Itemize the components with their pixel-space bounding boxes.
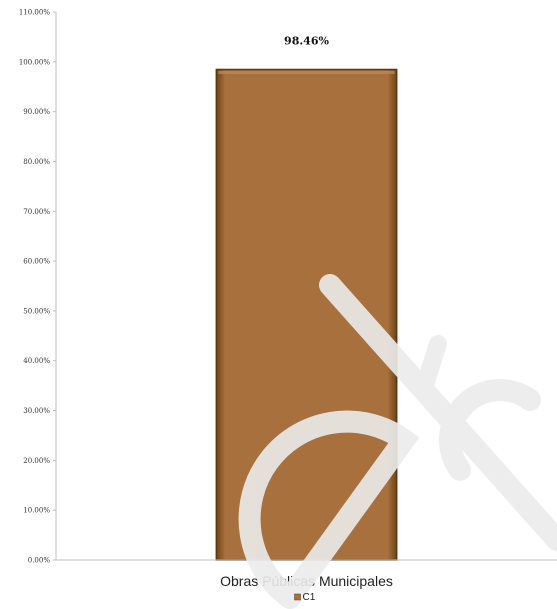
y-tick-label: 90.00%	[23, 108, 50, 116]
y-tick-label: 10.00%	[23, 507, 50, 515]
watermark	[238, 274, 557, 609]
y-tick-label: 100.00%	[19, 58, 50, 66]
y-tick-label: 60.00%	[23, 258, 50, 266]
y-tick-label: 40.00%	[23, 357, 50, 365]
y-tick-label: 80.00%	[23, 158, 50, 166]
y-axis: 0.00% 10.00% 20.00% 30.00% 40.00% 50.00% 60.00…	[19, 9, 57, 565]
legend: C1	[294, 592, 316, 603]
y-tick-label: 70.00%	[23, 208, 50, 216]
bar-bevel	[218, 70, 395, 74]
y-tick-label: 50.00%	[23, 307, 50, 315]
y-tick-label: 30.00%	[23, 407, 50, 415]
legend-label: C1	[303, 592, 316, 603]
legend-swatch	[294, 593, 301, 601]
y-tick-label: 20.00%	[23, 457, 50, 465]
y-tick-label: 0.00%	[28, 557, 51, 565]
y-tick-label: 110.00%	[19, 9, 50, 17]
data-label: 98.46%	[284, 34, 329, 47]
data-labels: 98.46%	[284, 34, 329, 47]
